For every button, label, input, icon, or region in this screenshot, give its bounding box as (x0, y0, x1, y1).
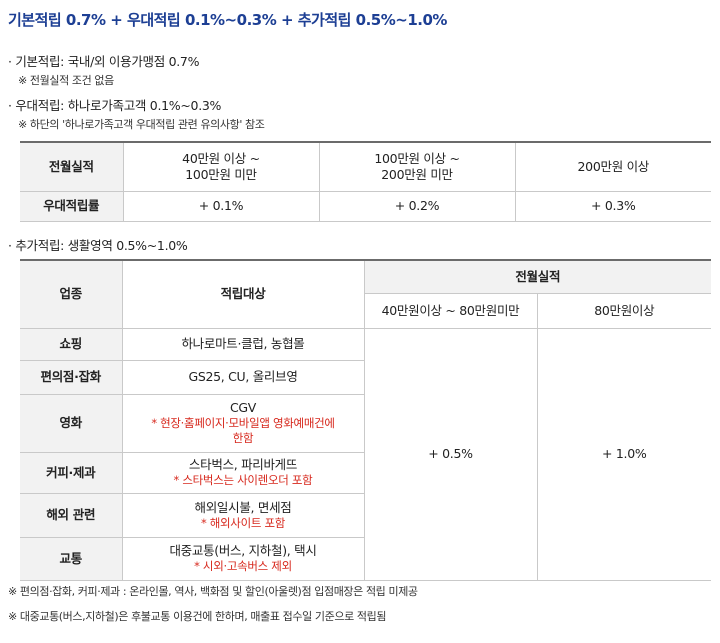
header-tier-80: 80만원이상 (536, 292, 711, 329)
industry-transport: 교통 (20, 536, 123, 581)
target-overseas-note: * 해외사이트 포함 (200, 515, 286, 530)
preferred-rate-table: 전월실적 40만원 이상 ~100만원 미만 100만원 이상 ~200만원 미… (20, 141, 711, 222)
header-tier-2: 100만원 이상 ~200만원 미만 (318, 141, 515, 192)
target-movie: CGV * 현장·홈페이지·모바일앱 영화예매건에 한함 (121, 393, 365, 453)
header-prev-month-perf: 전월실적 (363, 259, 711, 294)
header-tier-3: 200만원 이상 (514, 141, 711, 192)
target-movie-note: * 현장·홈페이지·모바일앱 영화예매건에 한함 (151, 416, 335, 445)
rate-tier-80: + 1.0% (536, 327, 711, 581)
target-convenience: GS25, CU, 올리브영 (121, 359, 365, 395)
target-transport-note: * 시외·고속버스 제외 (194, 559, 292, 573)
rate-tier-3: + 0.3% (514, 190, 711, 222)
row-label-preferred-rate: 우대적립률 (20, 190, 123, 222)
industry-shopping: 쇼핑 (20, 327, 123, 361)
header-tier-1: 40만원 이상 ~100만원 미만 (122, 141, 319, 192)
rate-tier-40-80: + 0.5% (363, 327, 538, 581)
preferred-accrual-note: ※ 하단의 '하나로가족고객 우대적립 관련 유의사항' 참조 (18, 118, 265, 131)
industry-convenience: 편의점·잡화 (20, 359, 123, 395)
rate-tier-1: + 0.1% (122, 190, 319, 222)
target-movie-label: CGV (229, 400, 257, 415)
preferred-accrual-line: · 우대적립: 하나로가족고객 0.1%~0.3% (8, 98, 222, 113)
industry-movie: 영화 (20, 393, 123, 453)
header-prev-month: 전월실적 (20, 141, 123, 192)
additional-accrual-line: · 추가적립: 생활영역 0.5%~1.0% (8, 238, 188, 253)
target-overseas-label: 해외일시불, 면세점 (194, 499, 292, 515)
header-industry: 업종 (20, 259, 123, 329)
target-shopping: 하나로마트·클럽, 농협몰 (121, 327, 365, 361)
industry-overseas: 해외 관련 (20, 492, 123, 538)
basic-accrual-line: · 기본적립: 국내/외 이용가맹점 0.7% (8, 54, 200, 69)
header-target: 적립대상 (121, 259, 365, 329)
additional-rate-table: 업종 적립대상 전월실적 40만원이상 ~ 80만원미만 80만원이상 쇼핑 하… (20, 259, 711, 581)
target-coffee-label: 스타벅스, 파리바게뜨 (188, 457, 298, 472)
industry-coffee: 커피·제과 (20, 451, 123, 494)
footnote-convenience-coffee: ※ 편의점·잡화, 커피·제과 : 온라인몰, 역사, 백화점 및 할인(아울렛… (8, 585, 418, 598)
target-coffee: 스타벅스, 파리바게뜨 * 스타벅스는 사이렌오더 포함 (121, 451, 365, 494)
target-transport-label: 대중교통(버스, 지하철), 택시 (169, 543, 317, 558)
target-overseas: 해외일시불, 면세점 * 해외사이트 포함 (121, 492, 365, 538)
basic-accrual-note: ※ 전월실적 조건 없음 (18, 74, 114, 87)
page-title: 기본적립 0.7% + 우대적립 0.1%~0.3% + 추가적립 0.5%~1… (8, 11, 447, 29)
rate-tier-2: + 0.2% (318, 190, 515, 222)
target-transport: 대중교통(버스, 지하철), 택시 * 시외·고속버스 제외 (121, 536, 365, 581)
footnote-transport: ※ 대중교통(버스,지하철)은 후불교통 이용건에 한하며, 매출표 접수일 기… (8, 610, 387, 623)
header-tier-40-80: 40만원이상 ~ 80만원미만 (363, 292, 538, 329)
target-coffee-note: * 스타벅스는 사이렌오더 포함 (173, 473, 313, 487)
